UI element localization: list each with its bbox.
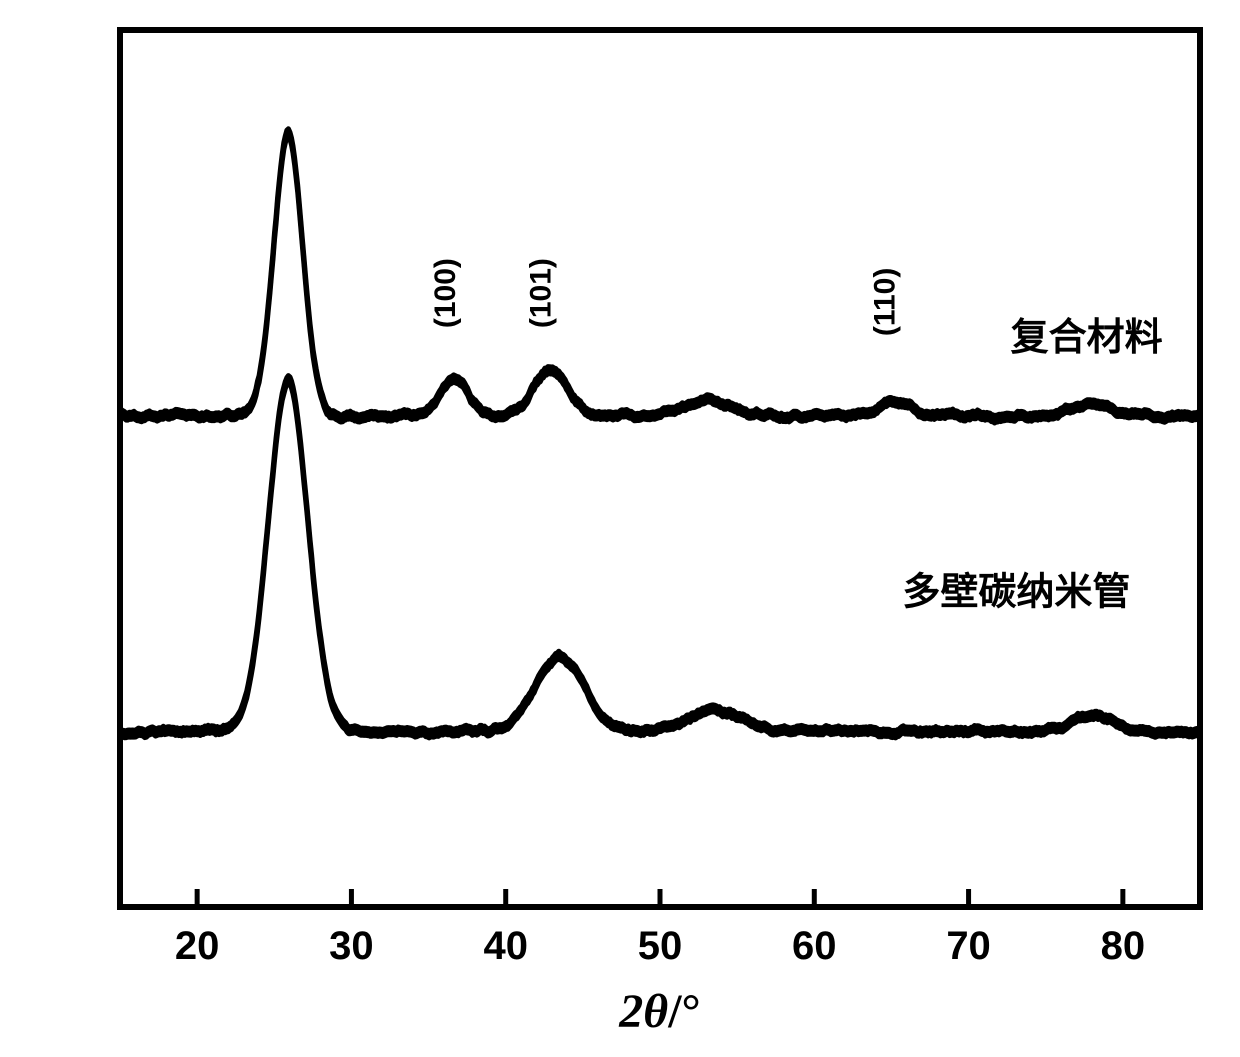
- x-tick-label: 40: [483, 924, 528, 968]
- peak-label: (101): [524, 258, 557, 328]
- background: [0, 0, 1240, 1057]
- xrd-plot: 20 30 40 50 60 70 80 2θ/° 复合材料 (100) (101) (110) 多壁碳…: [0, 0, 1240, 1057]
- series-label-mwcnt: 多壁碳纳米管: [902, 571, 1130, 613]
- figure-container: 20 30 40 50 60 70 80 2θ/° 复合材料 (100) (101) (110) 多壁碳…: [0, 0, 1240, 1057]
- x-axis-label: 2θ/°: [618, 985, 700, 1038]
- x-tick-label: 70: [946, 924, 991, 968]
- peak-label: (100): [429, 258, 462, 328]
- x-tick-label: 50: [638, 924, 683, 968]
- x-tick-label: 20: [175, 924, 220, 968]
- x-tick-label: 80: [1101, 924, 1146, 968]
- x-tick-label: 60: [792, 924, 837, 968]
- peak-label: (110): [869, 268, 902, 336]
- x-tick-label: 30: [329, 924, 374, 968]
- series-label-composite: 复合材料: [1011, 317, 1163, 359]
